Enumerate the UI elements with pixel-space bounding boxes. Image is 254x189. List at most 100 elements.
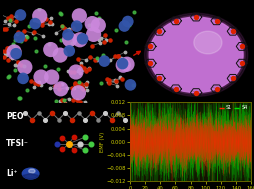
Point <box>124 40 128 43</box>
Point <box>57 84 61 87</box>
Point <box>14 52 18 55</box>
Point <box>157 77 161 80</box>
Point <box>66 70 70 73</box>
Point <box>123 50 127 53</box>
Point <box>84 70 88 73</box>
Circle shape <box>148 16 243 94</box>
Point <box>70 118 74 121</box>
Point <box>89 23 93 26</box>
Point <box>15 32 19 35</box>
Point <box>79 82 83 85</box>
Point <box>75 57 79 60</box>
Point <box>77 80 81 83</box>
Point <box>50 76 54 79</box>
Point <box>131 84 135 87</box>
Point <box>103 34 107 37</box>
Point <box>80 85 84 88</box>
Point <box>83 100 87 103</box>
Point <box>95 58 99 61</box>
Point <box>81 67 85 70</box>
Point <box>13 46 17 49</box>
Point <box>13 63 17 66</box>
Point <box>70 103 74 106</box>
Point <box>105 80 109 83</box>
Point <box>49 48 53 51</box>
Point <box>76 108 81 111</box>
Point <box>63 102 67 105</box>
Point <box>57 99 61 102</box>
Point <box>97 17 101 20</box>
Point <box>19 64 23 67</box>
Point <box>5 52 9 55</box>
Point <box>116 111 120 114</box>
FancyArrowPatch shape <box>133 51 140 55</box>
Point <box>78 142 82 145</box>
Point <box>90 44 94 47</box>
Point <box>122 118 126 121</box>
Point <box>96 118 100 121</box>
Point <box>239 62 243 65</box>
Point <box>19 39 23 42</box>
Point <box>16 60 20 63</box>
Point <box>120 62 124 65</box>
Point <box>36 82 40 85</box>
Point <box>128 83 132 86</box>
Point <box>13 69 17 72</box>
Point <box>67 97 71 100</box>
Point <box>54 99 58 102</box>
Point <box>84 83 88 86</box>
Point <box>3 19 7 22</box>
Point <box>77 38 82 41</box>
Point <box>13 51 17 54</box>
Point <box>83 118 87 121</box>
Point <box>117 76 121 79</box>
Point <box>91 33 95 36</box>
Point <box>75 99 79 102</box>
Point <box>37 8 41 11</box>
Point <box>114 79 118 82</box>
Point <box>25 88 29 91</box>
Point <box>74 102 78 105</box>
Point <box>84 89 88 92</box>
Point <box>96 24 100 27</box>
Circle shape <box>193 31 221 54</box>
Point <box>0 27 2 30</box>
Point <box>67 28 71 31</box>
Point <box>14 15 18 18</box>
Point <box>12 50 16 53</box>
Point <box>76 91 80 94</box>
Point <box>32 86 36 89</box>
Point <box>54 31 58 34</box>
Point <box>121 64 125 67</box>
Point <box>103 111 107 114</box>
Point <box>12 23 17 26</box>
Point <box>86 67 90 70</box>
Point <box>73 103 77 106</box>
Point <box>101 41 105 44</box>
Point <box>2 56 6 59</box>
Point <box>48 87 52 90</box>
Point <box>112 78 116 81</box>
Point <box>2 27 6 30</box>
Point <box>74 25 78 28</box>
Point <box>56 118 60 121</box>
Y-axis label: EMF (V): EMF (V) <box>100 132 105 152</box>
Point <box>70 86 74 89</box>
Point <box>157 30 161 33</box>
Point <box>173 19 177 22</box>
Point <box>131 11 135 14</box>
Point <box>81 87 85 90</box>
Point <box>76 111 80 114</box>
Point <box>124 63 129 66</box>
Point <box>109 118 113 121</box>
Point <box>60 24 64 27</box>
Point <box>83 85 87 88</box>
Point <box>122 25 126 28</box>
Point <box>82 104 86 107</box>
Circle shape <box>146 15 244 94</box>
Point <box>214 87 218 90</box>
Point <box>22 65 26 68</box>
Point <box>11 56 15 59</box>
Point <box>70 41 74 44</box>
Point <box>8 19 12 22</box>
